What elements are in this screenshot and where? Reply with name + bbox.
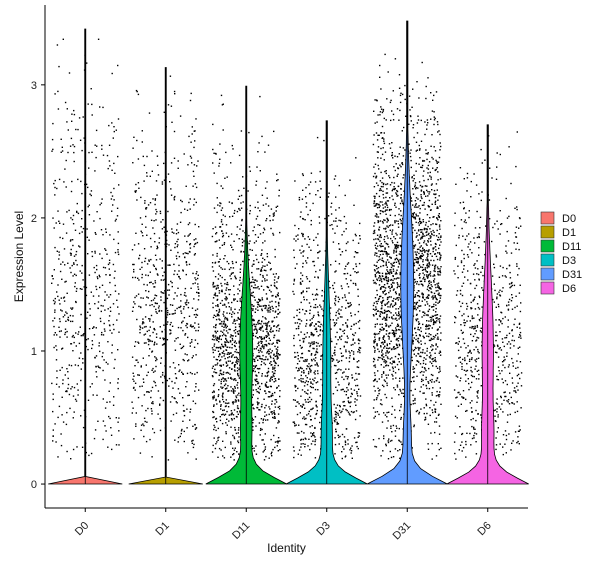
x-tick-label-D1: D1: [153, 520, 171, 538]
legend-key-D1: [540, 225, 555, 239]
violins: [48, 20, 529, 485]
x-tick-label-D6: D6: [475, 520, 493, 538]
x-tick-label-D0: D0: [73, 520, 91, 538]
legend-key-D3: [540, 253, 555, 267]
violin-D3: [285, 120, 368, 485]
y-tick-label-0: 0: [31, 479, 37, 491]
violin-D31: [367, 20, 448, 485]
violin-D6: [446, 124, 529, 485]
legend: D0 D1 D11 D3 D31 D6: [540, 211, 582, 295]
legend-key-D31: [540, 267, 555, 281]
violin-D11: [205, 85, 287, 485]
y-tick-label-1: 1: [31, 346, 37, 358]
y-tick-label-2: 2: [31, 213, 37, 225]
violin-D1: [128, 67, 203, 485]
x-ticks: D0 D1 D11 D3 D31 D6: [73, 508, 494, 542]
x-tick-label-D3: D3: [314, 520, 332, 538]
violin-D0: [48, 28, 123, 485]
points-D0: [51, 38, 120, 460]
jitter-points: [51, 38, 523, 461]
legend-key-D0: [540, 211, 555, 225]
axes: [44, 5, 528, 509]
legend-key-D11: [540, 239, 555, 253]
legend-label-D0: D0: [562, 213, 576, 225]
legend-key-D6: [540, 281, 555, 295]
legend-label-D6: D6: [562, 283, 576, 295]
y-ticks: 0 1 2 3: [31, 80, 45, 491]
x-tick-label-D31: D31: [391, 520, 414, 543]
y-tick-label-3: 3: [31, 80, 37, 92]
x-axis-title: Identity: [267, 541, 306, 555]
legend-label-D1: D1: [562, 227, 576, 239]
legend-label-D31: D31: [562, 269, 582, 281]
x-tick-label-D11: D11: [230, 520, 252, 542]
legend-label-D11: D11: [562, 241, 581, 253]
y-axis-title: Expression Level: [12, 211, 26, 302]
points-D11: [211, 94, 281, 461]
legend-label-D3: D3: [562, 255, 576, 267]
